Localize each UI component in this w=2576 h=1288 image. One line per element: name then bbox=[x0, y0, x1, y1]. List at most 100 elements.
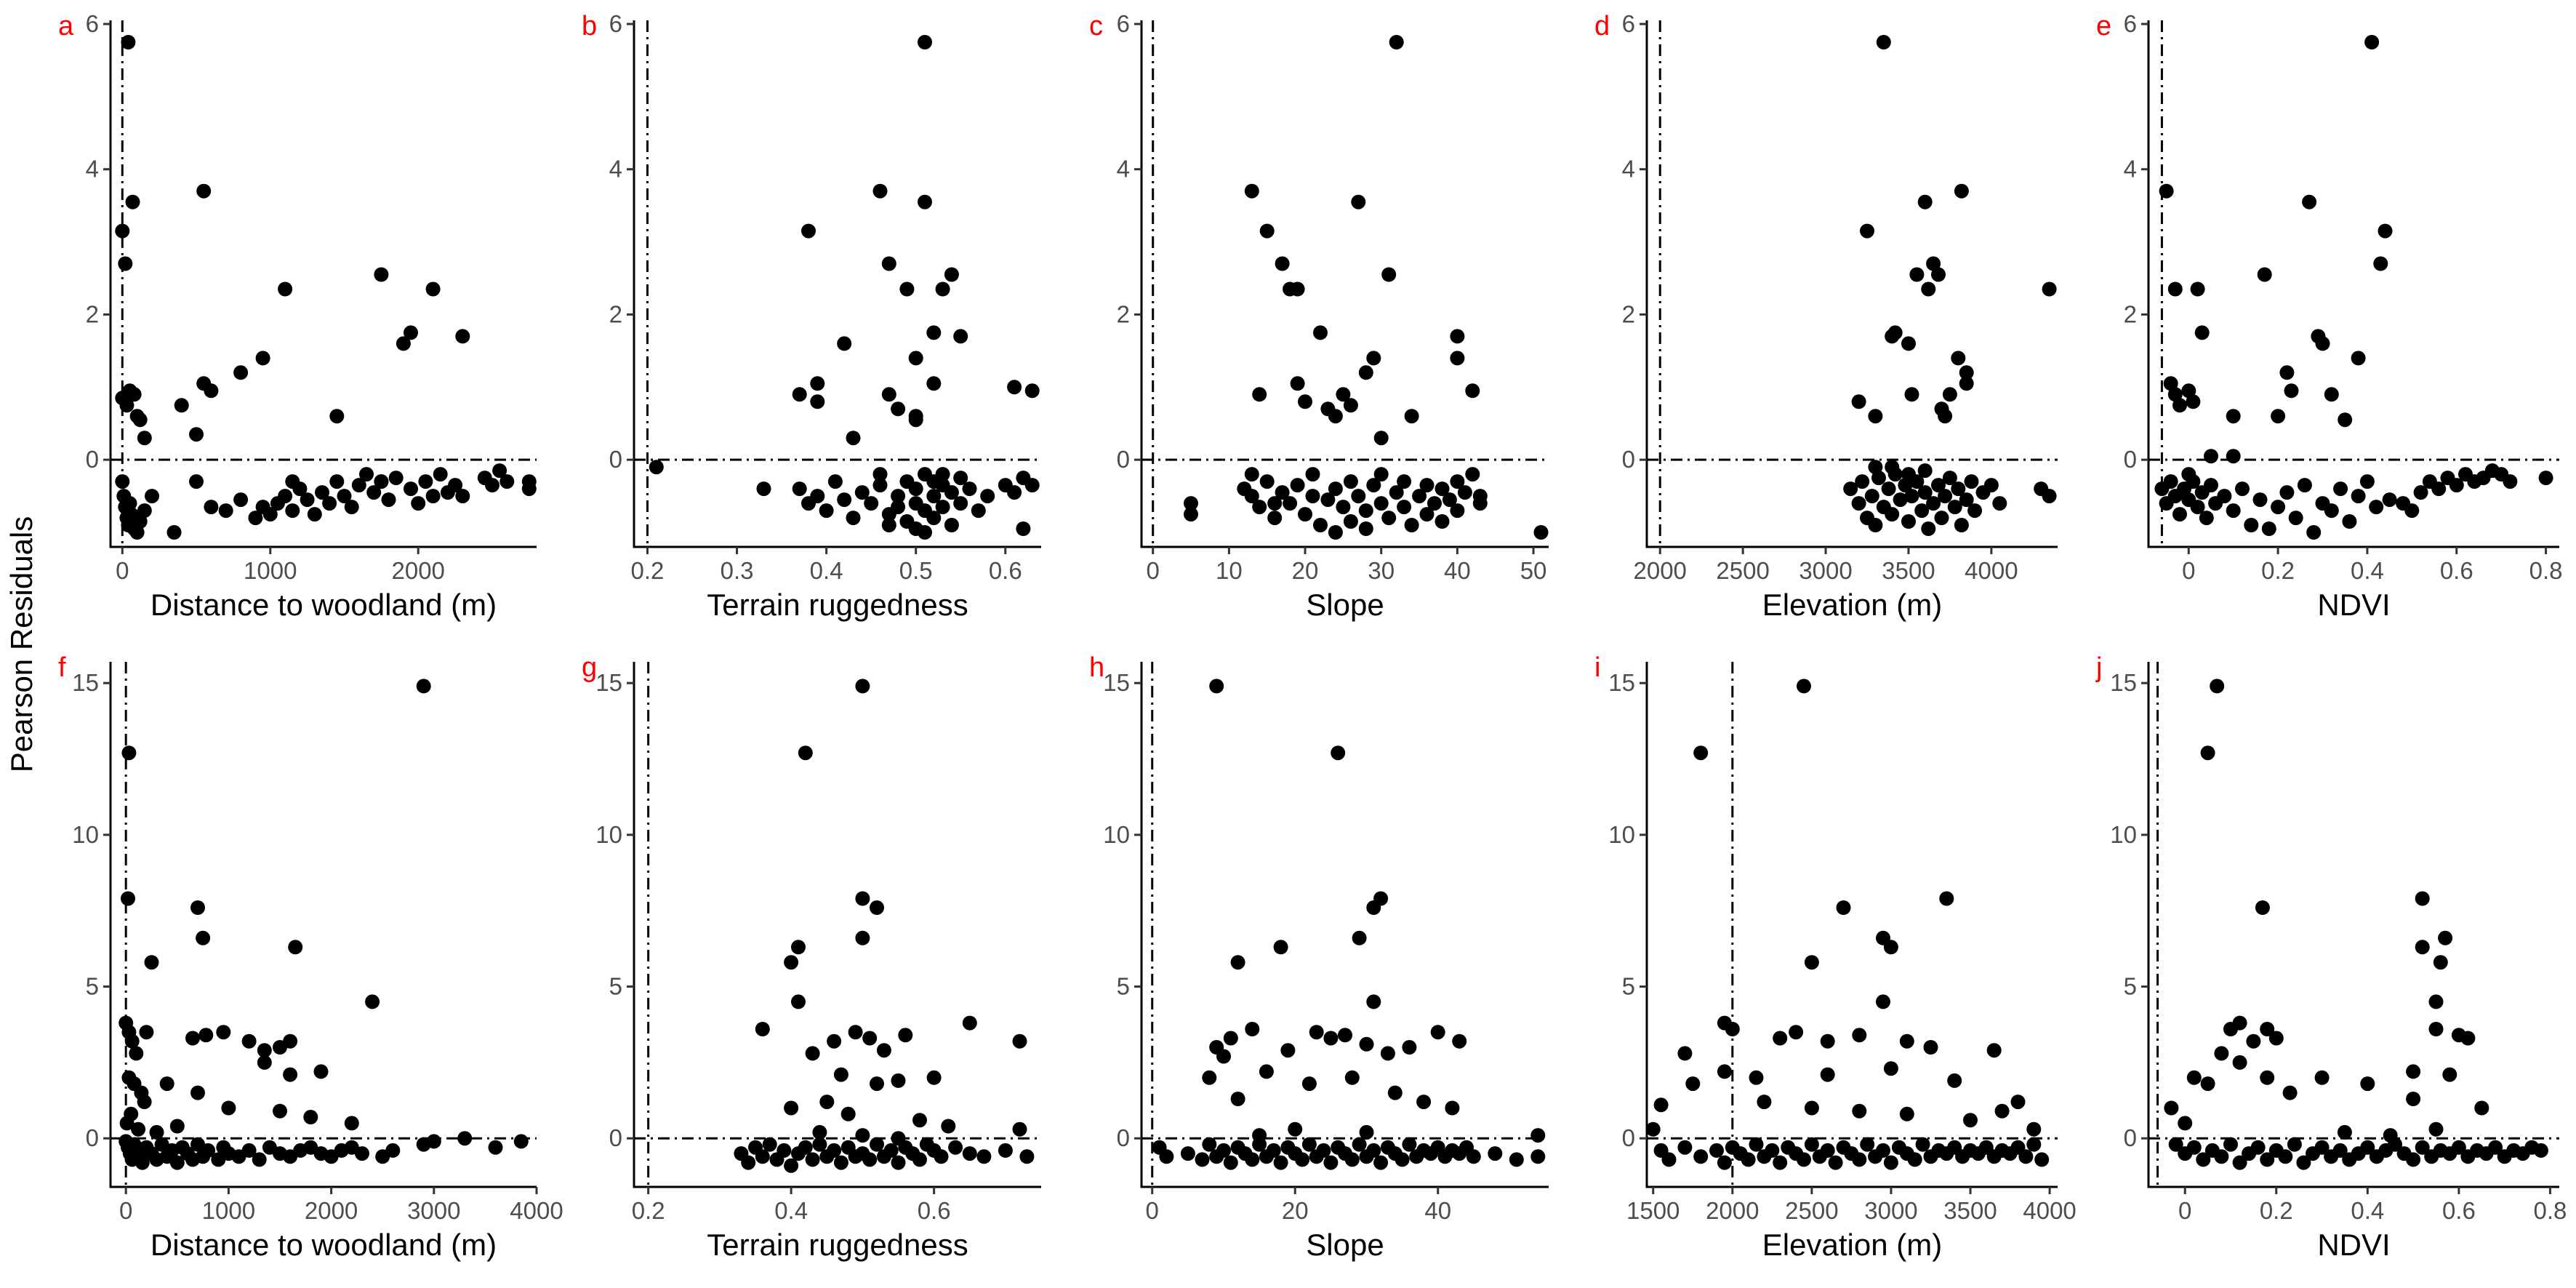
y-tick-label: 10 bbox=[1103, 821, 1130, 848]
data-point bbox=[2351, 351, 2366, 366]
data-point bbox=[1954, 183, 1969, 199]
data-point bbox=[169, 1155, 185, 1170]
data-point bbox=[2278, 1149, 2293, 1164]
data-point bbox=[1465, 383, 1480, 399]
data-point bbox=[1450, 351, 1465, 366]
data-point bbox=[2342, 514, 2357, 529]
data-point bbox=[2474, 1100, 2489, 1116]
data-point bbox=[278, 489, 293, 504]
y-tick-label: 15 bbox=[72, 669, 99, 696]
panel-letter: d bbox=[1594, 11, 1610, 41]
data-point bbox=[1244, 467, 1259, 482]
panel-e: e 0 2 4 6 0 0.2 0.4 0.6 0.8 NDVI bbox=[2096, 10, 2563, 622]
data-point bbox=[2168, 1137, 2183, 1152]
panel-letter: f bbox=[58, 652, 66, 683]
data-point bbox=[2533, 1143, 2548, 1158]
data-point bbox=[122, 496, 137, 511]
data-point bbox=[1259, 1064, 1274, 1079]
data-point bbox=[1352, 930, 1367, 945]
data-point bbox=[2428, 994, 2444, 1009]
x-tick-label: 0.3 bbox=[721, 557, 754, 584]
data-point bbox=[1923, 1040, 1938, 1055]
data-point bbox=[891, 401, 906, 417]
data-point bbox=[812, 1137, 827, 1152]
data-point bbox=[1328, 409, 1343, 424]
data-point bbox=[1951, 351, 1966, 366]
data-point bbox=[1016, 521, 1031, 536]
data-point bbox=[848, 1025, 863, 1040]
data-point bbox=[2284, 383, 2299, 399]
data-point bbox=[2428, 1022, 2444, 1036]
data-points bbox=[1645, 679, 2050, 1170]
data-point bbox=[2268, 1031, 2284, 1046]
data-point bbox=[1402, 1040, 1417, 1055]
data-point bbox=[784, 1158, 799, 1173]
data-point bbox=[1358, 521, 1373, 536]
data-point bbox=[1435, 514, 1450, 529]
data-point bbox=[1366, 1143, 1381, 1158]
data-point bbox=[819, 503, 834, 519]
data-point bbox=[941, 1119, 956, 1134]
data-point bbox=[2324, 503, 2339, 519]
data-point bbox=[2196, 1152, 2211, 1167]
data-point bbox=[2172, 507, 2187, 522]
data-point bbox=[1942, 387, 1957, 402]
data-point bbox=[1472, 496, 1488, 511]
x-tick-label: 2000 bbox=[392, 557, 445, 584]
data-points bbox=[119, 679, 529, 1170]
data-point bbox=[862, 1031, 878, 1046]
data-point bbox=[876, 1043, 891, 1058]
data-point bbox=[840, 1106, 856, 1121]
data-point bbox=[1749, 1137, 1764, 1152]
data-point bbox=[1343, 474, 1358, 489]
data-point bbox=[1419, 507, 1435, 522]
data-point bbox=[166, 525, 182, 540]
data-point bbox=[2226, 503, 2241, 519]
data-point bbox=[2178, 1116, 2193, 1131]
data-point bbox=[278, 281, 293, 297]
data-point bbox=[649, 460, 664, 475]
data-point bbox=[233, 492, 249, 508]
data-point bbox=[918, 35, 932, 49]
data-point bbox=[404, 481, 418, 497]
data-point bbox=[926, 474, 942, 489]
data-point bbox=[2186, 1140, 2202, 1155]
data-point bbox=[1298, 507, 1312, 522]
data-point bbox=[1427, 496, 1442, 511]
panel-i: i 0 5 10 15 1500 2000 2500 3000 3500 4000 Elevation… bbox=[1594, 652, 2077, 1262]
data-point bbox=[1917, 463, 1933, 479]
data-point bbox=[1860, 1137, 1875, 1152]
data-point bbox=[792, 481, 807, 497]
data-point bbox=[971, 503, 986, 519]
data-point bbox=[2415, 1140, 2430, 1155]
data-point bbox=[1430, 1025, 1445, 1040]
data-point bbox=[1917, 485, 1933, 500]
data-point bbox=[1259, 474, 1275, 489]
data-point bbox=[935, 500, 950, 515]
x-axis-title: Elevation (m) bbox=[1762, 1228, 1942, 1262]
data-point bbox=[1901, 467, 1916, 482]
data-point bbox=[1773, 1155, 1788, 1170]
data-point bbox=[485, 478, 499, 493]
data-point bbox=[2360, 1140, 2375, 1155]
data-point bbox=[2324, 387, 2339, 402]
data-point bbox=[1921, 521, 1936, 536]
data-point bbox=[2271, 409, 2286, 424]
data-point bbox=[455, 329, 470, 344]
y-tick-label: 0 bbox=[2124, 446, 2137, 473]
data-point bbox=[1019, 1149, 1035, 1164]
data-points bbox=[1184, 35, 1549, 540]
data-point bbox=[1899, 1033, 1914, 1049]
data-point bbox=[135, 1155, 150, 1170]
data-point bbox=[1273, 940, 1288, 955]
data-point bbox=[2214, 1046, 2229, 1061]
data-point bbox=[1709, 1143, 1724, 1158]
data-point bbox=[1915, 1137, 1930, 1152]
data-point bbox=[1416, 1095, 1432, 1110]
data-points bbox=[115, 35, 537, 540]
data-point bbox=[777, 1143, 792, 1158]
data-point bbox=[2314, 1140, 2330, 1155]
data-point bbox=[283, 1033, 298, 1049]
x-tick-label: 20 bbox=[1292, 557, 1319, 584]
data-point bbox=[962, 1015, 977, 1031]
